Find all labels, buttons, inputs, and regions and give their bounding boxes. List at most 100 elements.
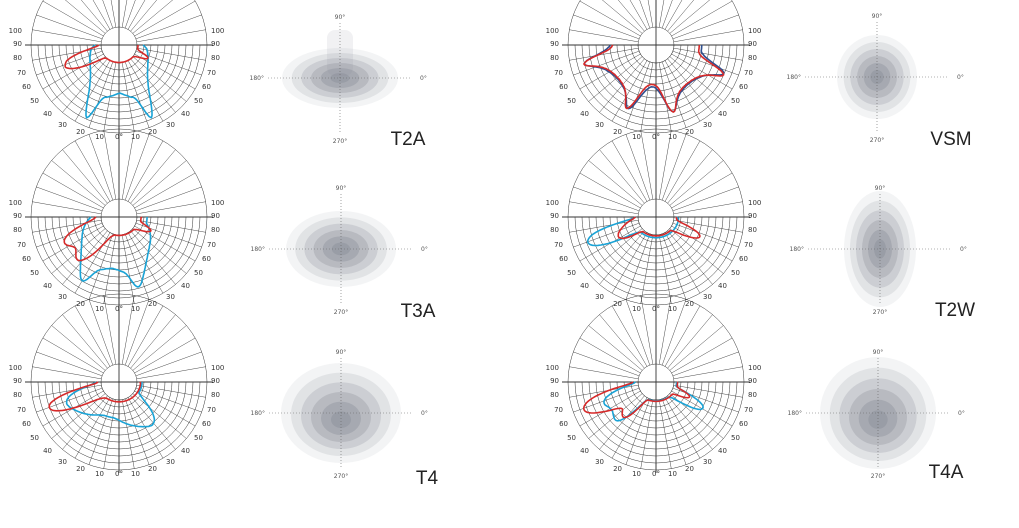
polar-diagram: 100 90 80 70 60 50 40 30 20 10 0° 100 90 80 70 60 50 40 30… (9, 291, 224, 478)
polar-scale-label-left: 100 (546, 199, 559, 207)
polar-spoke (647, 0, 654, 28)
polar-scale-label-right: 50 (731, 434, 740, 442)
polar-spoke (136, 47, 206, 61)
polar-spoke (62, 395, 108, 450)
polar-scale-label-left: 80 (13, 391, 22, 399)
intensity-curve-red (583, 44, 725, 113)
isolux-label-0: 0° (421, 246, 428, 253)
polar-scale-label-left: 100 (9, 27, 22, 35)
polar-scale-label-left: 50 (567, 434, 576, 442)
polar-spoke (588, 393, 643, 439)
polar-spoke (625, 61, 651, 128)
polar-spoke (36, 222, 103, 248)
polar-spoke (579, 337, 641, 374)
polar-scale-label-left: 10 (95, 133, 104, 141)
polar-spoke (88, 61, 114, 128)
polar-spoke (667, 395, 713, 450)
polar-spoke (629, 0, 648, 30)
polar-spoke (132, 325, 187, 371)
isolux-label-180: 180° (787, 74, 801, 81)
isolux-label-90: 90° (335, 14, 346, 21)
isolux-label-0: 0° (960, 246, 967, 253)
polar-spoke (588, 56, 643, 102)
polar-scale-label-right: 40 (181, 282, 190, 290)
polar-spoke (88, 398, 114, 465)
polar-spoke (92, 0, 111, 30)
polar-spoke (36, 14, 103, 40)
isolux-label-270: 270° (334, 473, 348, 480)
intensity-curve-red (583, 381, 691, 419)
intensity-curve-blue (65, 381, 156, 428)
polar-spoke (36, 351, 103, 377)
polar-scale-label-right: 30 (703, 121, 712, 129)
polar-spoke (611, 305, 648, 367)
polar-scale-label-left: 50 (30, 434, 39, 442)
polar-spoke (664, 305, 701, 367)
polar-spoke (124, 299, 150, 366)
polar-spoke (80, 0, 108, 32)
polar-scale-label-right: 60 (202, 255, 211, 263)
polar-spoke (110, 0, 117, 28)
polar-spoke (579, 0, 641, 37)
polar-scale-label-right: 100 (748, 199, 761, 207)
polar-spoke (127, 0, 146, 30)
isolux-label-270: 270° (333, 138, 347, 145)
polar-spoke (669, 0, 710, 34)
polar-outer-arc (30, 0, 208, 46)
isolux-diagram: 90° 270° 180° 0° (250, 14, 427, 145)
polar-scale-label-left: 50 (30, 97, 39, 105)
optic-code-label: T2W (935, 300, 975, 321)
polar-spoke (579, 172, 641, 209)
polar-scale-label-right: 30 (166, 293, 175, 301)
polar-spoke (625, 134, 651, 201)
polar-spoke (673, 384, 743, 398)
polar-spoke (51, 393, 106, 439)
isolux-contour (291, 372, 391, 457)
polar-spoke (661, 299, 687, 366)
polar-spoke (658, 234, 672, 304)
polar-spoke (136, 29, 206, 43)
polar-scale-label-left: 30 (595, 458, 604, 466)
polar-scale-label-left: 60 (559, 420, 568, 428)
polar-spoke (569, 47, 639, 61)
polar-spoke (130, 0, 158, 32)
polar-spoke (573, 50, 640, 76)
polar-scale-label-left: 90 (550, 40, 559, 48)
polar-spoke (667, 149, 713, 204)
polar-spoke (121, 0, 128, 28)
polar-spoke (661, 398, 687, 465)
polar-spoke (664, 140, 701, 202)
polar-spoke (127, 60, 164, 122)
polar-scale-label-left: 60 (559, 83, 568, 91)
polar-scale-label-left: 0° (652, 470, 660, 478)
polar-scale-label-left: 90 (13, 377, 22, 385)
polar-spoke (134, 53, 196, 90)
optic-code-label: VSM (930, 129, 971, 150)
polar-scale-label-right: 30 (166, 121, 175, 129)
polar-scale-label-right: 20 (685, 465, 694, 473)
isolux-contour (311, 392, 371, 442)
polar-spoke (669, 325, 724, 371)
polar-spoke (673, 29, 743, 43)
polar-scale-label-left: 60 (22, 255, 31, 263)
polar-scale-label-right: 90 (211, 40, 220, 48)
isolux-label-0: 0° (957, 74, 964, 81)
polar-scale-label-right: 10 (131, 133, 140, 141)
polar-scale-label-left: 20 (613, 300, 622, 308)
isolux-label-180: 180° (251, 246, 265, 253)
polar-scale-label-right: 20 (685, 300, 694, 308)
polar-spoke (127, 140, 164, 202)
polar-spoke (130, 58, 176, 113)
polar-scale-label-right: 10 (668, 305, 677, 313)
polar-spoke (132, 0, 173, 34)
optic-code-label: T3A (401, 301, 436, 322)
polar-scale-label-right: 30 (703, 458, 712, 466)
polar-scale-label-left: 30 (595, 121, 604, 129)
polar-spoke (32, 201, 102, 215)
polar-scale-label-right: 60 (739, 83, 748, 91)
isolux-diagram: 90° 270° 180° 0° (251, 349, 428, 480)
polar-spoke (65, 0, 106, 34)
polar-scale-label-right: 70 (744, 406, 753, 414)
polar-spoke (136, 366, 206, 380)
polar-spoke (569, 366, 639, 380)
